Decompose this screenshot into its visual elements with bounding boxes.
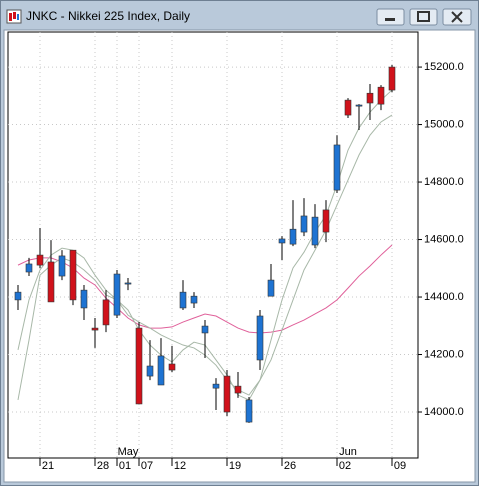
icon-bar: [13, 12, 16, 19]
plot-area: [7, 31, 419, 459]
candle-body: [124, 282, 132, 285]
x-tick-label: 21: [42, 460, 54, 472]
candle-body: [102, 299, 110, 326]
candle-body: [377, 86, 385, 105]
candle-body: [168, 363, 176, 371]
x-tick-label: 09: [394, 460, 406, 472]
candle-body: [212, 383, 220, 389]
window-buttons[interactable]: [376, 8, 472, 26]
window-icon: [6, 9, 22, 24]
y-tick-label: 14000.0: [424, 406, 464, 418]
candle-body: [311, 216, 319, 246]
candle-body: [69, 249, 77, 301]
candle-body: [300, 215, 308, 233]
y-tick-label: 15200.0: [424, 61, 464, 73]
x-tick-label: 26: [284, 460, 296, 472]
candle-body: [388, 66, 396, 91]
y-tick-label: 14200.0: [424, 348, 464, 360]
window-title: JNKC - Nikkei 225 Index, Daily: [26, 9, 190, 23]
minimize-glyph: [385, 18, 395, 21]
candle-body: [234, 385, 242, 394]
x-tick-label: 19: [229, 460, 241, 472]
candle-body: [25, 263, 33, 273]
candle-body: [14, 291, 22, 301]
y-tick-label: 14600.0: [424, 233, 464, 245]
candle-body: [179, 291, 187, 309]
icon-bar: [17, 14, 19, 20]
candle-body: [80, 289, 88, 309]
x-tick-label: 07: [141, 460, 153, 472]
candle-body: [36, 254, 44, 266]
candle-body: [267, 279, 275, 297]
candle-body: [344, 99, 352, 116]
close-glyph: [451, 11, 463, 23]
candle-body: [201, 325, 209, 334]
y-tick-label: 15000.0: [424, 118, 464, 130]
x-tick-label: 02: [339, 460, 351, 472]
candle-body: [190, 295, 198, 304]
month-label: May: [118, 446, 139, 458]
candle-body: [113, 273, 121, 316]
candle-body: [91, 327, 99, 331]
maximize-glyph: [417, 11, 430, 22]
candle-body: [223, 375, 231, 413]
candle-body: [47, 261, 55, 303]
candle-body: [366, 92, 374, 104]
candle-body: [256, 315, 264, 361]
y-tick-label: 14800.0: [424, 176, 464, 188]
minimize-button[interactable]: [376, 8, 405, 26]
candle-body: [245, 399, 253, 423]
candle-body: [146, 365, 154, 377]
candle-body: [157, 355, 165, 386]
moving-average: [17, 244, 393, 334]
month-label: Jun: [339, 446, 357, 458]
x-tick-label: 01: [119, 460, 131, 472]
y-tick-label: 14400.0: [424, 291, 464, 303]
x-tick-label: 12: [174, 460, 186, 472]
candle-body: [278, 238, 286, 244]
candle-body: [333, 144, 341, 191]
candle-body: [58, 255, 66, 277]
icon-bar: [9, 13, 12, 21]
candle-body: [135, 327, 143, 405]
candle-body: [289, 228, 297, 245]
maximize-button[interactable]: [409, 8, 438, 26]
candle-body: [322, 209, 330, 233]
x-tick-label: 28: [97, 460, 109, 472]
candle-body: [355, 104, 363, 107]
